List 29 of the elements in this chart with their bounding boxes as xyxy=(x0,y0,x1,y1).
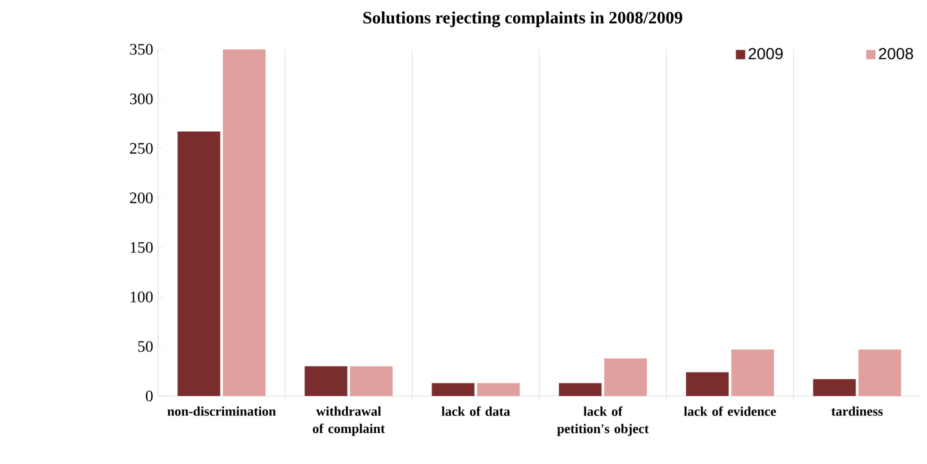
bar xyxy=(731,349,774,396)
bar xyxy=(604,358,647,396)
x-tick-label: tardiness xyxy=(831,406,883,416)
y-tick-label: 200 xyxy=(130,192,153,204)
bar xyxy=(178,132,220,396)
bar xyxy=(432,383,474,396)
x-tick-label: withdrawal of complaint xyxy=(312,406,385,436)
bar xyxy=(813,379,856,396)
x-tick-label: lack of evidence xyxy=(684,406,776,416)
x-tick-label: lack of data xyxy=(442,406,510,416)
bar xyxy=(222,49,266,396)
y-tick-label: 100 xyxy=(130,292,153,302)
bar xyxy=(858,349,902,396)
y-tick-label: 350 xyxy=(130,44,153,55)
bar xyxy=(558,383,602,396)
y-tick-label: 50 xyxy=(138,341,153,352)
y-tick-label: 250 xyxy=(130,142,153,154)
bar xyxy=(477,383,520,396)
y-tick-label: 0 xyxy=(146,390,153,402)
x-tick-label: lack of petition's object xyxy=(557,406,649,436)
bar xyxy=(350,366,393,396)
y-tick-label: 150 xyxy=(130,242,153,253)
bar xyxy=(686,372,729,396)
legend-label: 2009 xyxy=(748,48,783,60)
chart-title: Solutions rejecting complaints in 2008/2009 xyxy=(363,11,682,28)
legend-label: 2008 xyxy=(878,48,914,60)
bar xyxy=(304,366,348,396)
x-tick-label: non-discrimination xyxy=(167,406,276,416)
y-tick-label: 300 xyxy=(130,93,153,104)
